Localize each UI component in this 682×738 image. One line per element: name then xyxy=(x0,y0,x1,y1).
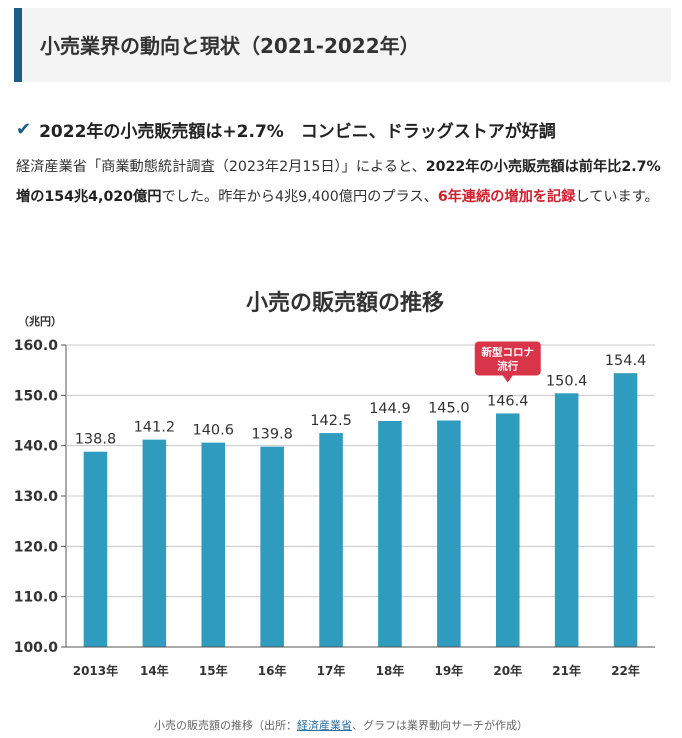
data-label: 150.4 xyxy=(546,373,588,389)
x-tick-label: 2013年 xyxy=(73,663,118,678)
bar xyxy=(437,420,461,647)
y-tick-label: 110.0 xyxy=(14,590,59,606)
x-tick-label: 17年 xyxy=(317,663,346,678)
annotation-pointer xyxy=(502,375,513,383)
subheading: ✔ 2022年の小売販売額は+2.7% コンビニ、ドラッグストアが好調 xyxy=(16,117,556,142)
summary-paragraph: 経済産業省「商業動態統計調査（2023年2月15日）」によると、2022年の小売… xyxy=(16,152,666,212)
x-tick-label: 15年 xyxy=(199,663,228,678)
y-axis-unit: （兆円） xyxy=(18,314,62,328)
data-label: 154.4 xyxy=(605,353,647,369)
caption-prefix: 小売の販売額の推移（出所： xyxy=(154,719,297,732)
paragraph-highlight: 2022年の小売販売額は前年比2.7%増の154兆4,020億円 xyxy=(16,159,661,205)
annotation-line-2: 流行 xyxy=(497,359,518,372)
y-tick-label: 120.0 xyxy=(14,539,59,555)
x-tick-label: 19年 xyxy=(434,663,463,678)
bar xyxy=(613,373,638,647)
x-tick-label: 22年 xyxy=(611,663,640,678)
y-tick-label: 150.0 xyxy=(14,388,59,404)
data-label: 138.8 xyxy=(75,432,117,448)
bar xyxy=(83,451,108,647)
y-tick-label: 160.0 xyxy=(14,338,59,354)
bar xyxy=(142,439,167,647)
bar xyxy=(260,446,284,647)
data-label: 139.8 xyxy=(251,427,293,443)
chart-caption: 小売の販売額の推移（出所：経済産業省、グラフは業界動向サーチが作成） xyxy=(0,717,682,733)
annotation-line-1: 新型コロナ xyxy=(482,345,535,358)
bar xyxy=(201,442,226,647)
x-tick-label: 20年 xyxy=(493,663,522,678)
paragraph-part-3: でした。昨年から4兆9,400億円のプラス、 xyxy=(161,189,438,205)
y-tick-label: 130.0 xyxy=(14,489,59,505)
chart-title: 小売の販売額の推移 xyxy=(246,290,444,316)
subheading-text: 2022年の小売販売額は+2.7% コンビニ、ドラッグストアが好調 xyxy=(39,122,556,142)
data-label: 144.9 xyxy=(369,401,411,417)
caption-suffix: 、グラフは業界動向サーチが作成） xyxy=(352,719,528,732)
check-icon: ✔ xyxy=(16,119,32,140)
data-label: 141.2 xyxy=(134,420,176,436)
paragraph-part-5: しています。 xyxy=(575,189,659,205)
annotation-callout xyxy=(474,341,541,376)
paragraph-part-1: 経済産業省「商業動態統計調査（2023年2月15日）」によると、 xyxy=(16,159,426,175)
heading-accent-bar xyxy=(14,8,22,82)
x-tick-label: 21年 xyxy=(552,663,581,678)
data-label: 145.0 xyxy=(428,401,470,417)
sales-chart: 小売の販売額の推移 （兆円） 160.0 150.0 140.0 130.0 120.0… xyxy=(14,290,655,678)
bar xyxy=(319,433,343,647)
bar xyxy=(378,421,402,647)
source-link[interactable]: 経済産業省 xyxy=(297,719,352,732)
paragraph-red-highlight: 6年連続の増加を記録 xyxy=(437,189,576,205)
bar xyxy=(495,413,520,647)
heading-box: 小売業界の動向と現状（2021-2022年） xyxy=(14,8,671,82)
data-label: 146.4 xyxy=(487,393,529,409)
bar xyxy=(554,393,579,647)
page-title: 小売業界の動向と現状（2021-2022年） xyxy=(40,34,420,58)
x-tick-label: 16年 xyxy=(258,663,287,678)
y-tick-label: 100.0 xyxy=(14,640,59,656)
x-tick-label: 18年 xyxy=(376,663,405,678)
y-tick-label: 140.0 xyxy=(14,439,59,455)
data-label: 140.6 xyxy=(192,423,234,439)
data-label: 142.5 xyxy=(310,413,352,429)
x-tick-label: 14年 xyxy=(140,663,169,678)
